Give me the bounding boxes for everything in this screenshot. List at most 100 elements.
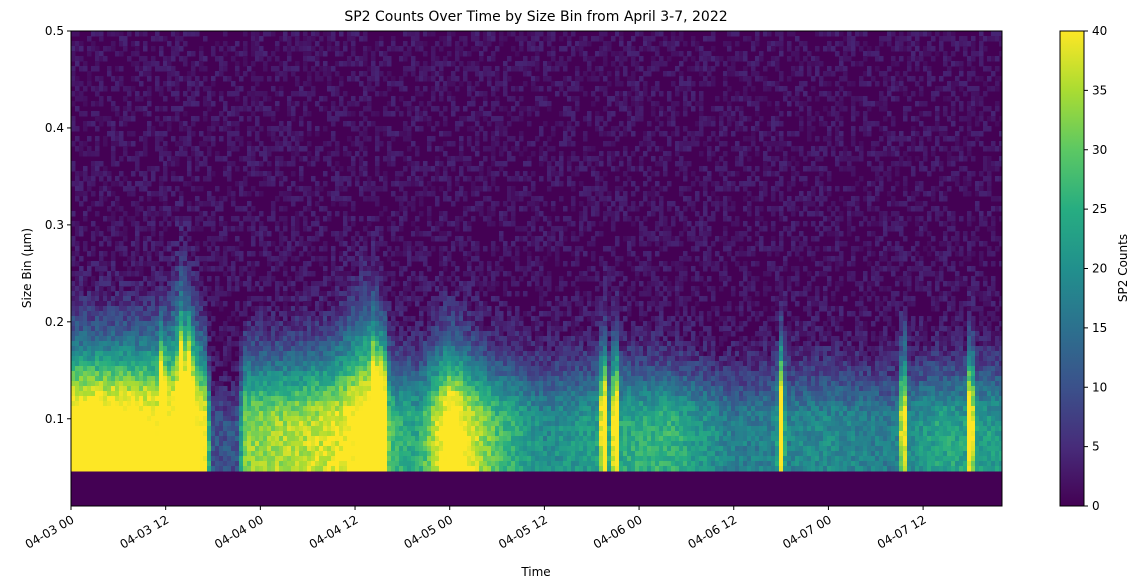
- heatmap-cell: [111, 221, 116, 227]
- heatmap-cell: [263, 316, 268, 322]
- heatmap-cell: [287, 106, 292, 112]
- heatmap-cell: [387, 406, 392, 412]
- heatmap-cell: [295, 131, 300, 137]
- heatmap-cell: [175, 281, 180, 287]
- heatmap-cell: [239, 116, 244, 122]
- heatmap-cell: [251, 236, 256, 242]
- heatmap-cell: [379, 371, 384, 377]
- heatmap-cell: [379, 266, 384, 272]
- heatmap-cell: [399, 196, 404, 202]
- heatmap-cell: [219, 426, 224, 432]
- heatmap-cell: [339, 61, 344, 67]
- heatmap-cell: [83, 436, 88, 442]
- heatmap-cell: [103, 411, 108, 417]
- heatmap-cell: [259, 381, 264, 387]
- heatmap-cell: [187, 351, 192, 357]
- heatmap-cell: [75, 226, 80, 232]
- heatmap-cell: [203, 201, 208, 207]
- heatmap-cell: [231, 426, 236, 432]
- heatmap-cell: [119, 246, 124, 252]
- heatmap-cell: [191, 326, 196, 332]
- heatmap-cell: [143, 451, 148, 457]
- heatmap-cell: [283, 401, 288, 407]
- heatmap-cell: [179, 321, 184, 327]
- heatmap-cell: [87, 371, 92, 377]
- heatmap-cell: [355, 446, 360, 452]
- heatmap-cell: [71, 371, 76, 377]
- heatmap-cell: [343, 416, 348, 422]
- heatmap-cell: [79, 286, 84, 292]
- heatmap-cell: [279, 311, 284, 317]
- heatmap-cell: [203, 291, 208, 297]
- heatmap-cell: [111, 181, 116, 187]
- heatmap-cell: [335, 436, 340, 442]
- heatmap-cell: [295, 226, 300, 232]
- heatmap-cell: [383, 296, 388, 302]
- heatmap-cell: [347, 401, 352, 407]
- heatmap-cell: [287, 126, 292, 132]
- heatmap-cell: [231, 111, 236, 117]
- heatmap-cell: [323, 341, 328, 347]
- heatmap-cell: [247, 116, 252, 122]
- heatmap-cell: [239, 281, 244, 287]
- heatmap-cell: [347, 356, 352, 362]
- heatmap-cell: [127, 346, 132, 352]
- heatmap-cell: [175, 441, 180, 447]
- heatmap-cell: [171, 436, 176, 442]
- heatmap-cell: [191, 416, 196, 422]
- heatmap-cell: [235, 276, 240, 282]
- heatmap-cell: [159, 396, 164, 402]
- heatmap-cell: [227, 431, 232, 437]
- heatmap-cell: [103, 186, 108, 192]
- heatmap-cell: [263, 91, 268, 97]
- heatmap-cell: [307, 321, 312, 327]
- heatmap-cell: [95, 151, 100, 157]
- heatmap-cell: [351, 276, 356, 282]
- heatmap-cell: [271, 456, 276, 462]
- heatmap-cell: [335, 151, 340, 157]
- heatmap-cell: [159, 156, 164, 162]
- heatmap-cell: [215, 266, 220, 272]
- heatmap-cell: [407, 386, 412, 392]
- heatmap-cell: [83, 466, 88, 472]
- heatmap-cell: [323, 61, 328, 67]
- heatmap-cell: [319, 361, 324, 367]
- heatmap-cell: [183, 411, 188, 417]
- heatmap-cell: [155, 341, 160, 347]
- heatmap-cell: [399, 421, 404, 427]
- heatmap-cell: [71, 141, 76, 147]
- heatmap-cell: [171, 191, 176, 197]
- heatmap-cell: [111, 401, 116, 407]
- heatmap-cell: [375, 66, 380, 72]
- heatmap-cell: [311, 271, 316, 277]
- heatmap-cell: [87, 36, 92, 42]
- heatmap-cell: [319, 336, 324, 342]
- heatmap-cell: [279, 396, 284, 402]
- heatmap-cell: [99, 286, 104, 292]
- heatmap-cell: [379, 456, 384, 462]
- heatmap-cell: [175, 336, 180, 342]
- heatmap-cell: [351, 111, 356, 117]
- heatmap-cell: [83, 171, 88, 177]
- heatmap-cell: [179, 406, 184, 412]
- heatmap-cell: [71, 366, 76, 372]
- heatmap-cell: [299, 421, 304, 427]
- heatmap-cell: [327, 316, 332, 322]
- heatmap-cell: [199, 466, 204, 472]
- heatmap-cell: [151, 446, 156, 452]
- heatmap-cell: [123, 436, 128, 442]
- heatmap-cell: [139, 316, 144, 322]
- heatmap-cell: [351, 341, 356, 347]
- heatmap-cell: [347, 121, 352, 127]
- heatmap-cell: [383, 371, 388, 377]
- heatmap-cell: [363, 146, 368, 152]
- heatmap-cell: [147, 341, 152, 347]
- heatmap-cell: [247, 411, 252, 417]
- heatmap-cell: [71, 411, 76, 417]
- heatmap-cell: [187, 221, 192, 227]
- heatmap-cell: [99, 266, 104, 272]
- heatmap-cell: [275, 286, 280, 292]
- heatmap-cell: [323, 456, 328, 462]
- heatmap-cell: [395, 466, 400, 472]
- heatmap-cell: [139, 426, 144, 432]
